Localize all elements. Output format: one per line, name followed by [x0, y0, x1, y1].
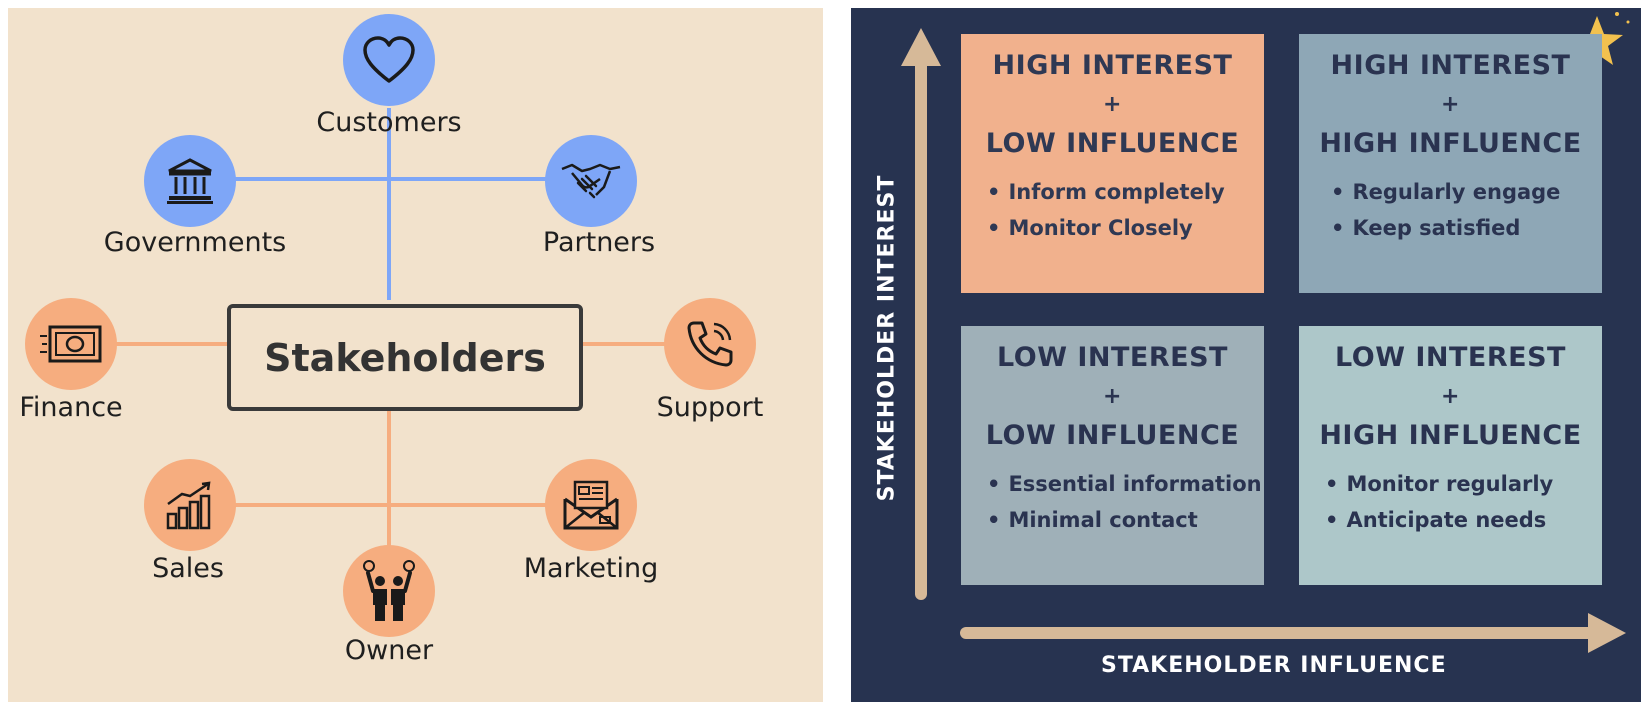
x-axis-arrowhead [1588, 613, 1626, 653]
quadrant-low-interest-high-influence: LOW INTEREST + HIGH INFLUENCE Monitor re… [1299, 326, 1602, 585]
quadrant-bullets: Regularly engage Keep satisfied [1299, 174, 1602, 246]
phone-icon [687, 321, 733, 367]
x-axis-label: STAKEHOLDER INFLUENCE [1101, 653, 1447, 678]
connector-lines [113, 108, 688, 554]
quadrant-plus: + [1441, 384, 1460, 409]
bullet-item: Monitor regularly [1325, 466, 1602, 502]
bullet-item: Monitor Closely [987, 210, 1264, 246]
finance-label: Finance [19, 392, 123, 423]
quadrant-low-interest-low-influence: LOW INTEREST + LOW INFLUENCE Essential i… [961, 326, 1264, 585]
bar-chart-icon [166, 481, 211, 530]
quadrant-plus: + [1441, 92, 1460, 117]
quadrant-title-line2: LOW INFLUENCE [985, 420, 1240, 451]
heart-icon [363, 36, 415, 83]
bullet-item: Keep satisfied [1331, 210, 1602, 246]
stakeholders-box: Stakeholders [227, 304, 583, 411]
owner-node [343, 545, 435, 637]
bullet-item: Essential information [987, 466, 1264, 502]
sales-label: Sales [152, 553, 224, 584]
partners-label: Partners [542, 227, 656, 258]
quadrant-title-line1: HIGH INTEREST [1330, 50, 1571, 81]
handshake-icon [561, 163, 621, 199]
quadrant-plus: + [1103, 92, 1122, 117]
stakeholder-matrix: STAKEHOLDER INTEREST STAKEHOLDER INFLUEN… [851, 8, 1641, 702]
bullet-item: Inform completely [987, 174, 1264, 210]
partners-node [545, 135, 637, 227]
quadrant-title-line1: HIGH INTEREST [992, 50, 1233, 81]
banknote-icon [40, 325, 102, 363]
quadrant-title-line2: HIGH INFLUENCE [1319, 128, 1582, 159]
customers-label: Customers [316, 107, 462, 138]
stakeholder-map: Stakeholders Customers Governments Partn… [8, 8, 823, 702]
quadrant-bullets: Essential information Minimal contact [961, 466, 1264, 538]
owner-label: Owner [344, 635, 434, 666]
bullet-item: Anticipate needs [1325, 502, 1602, 538]
customers-node [343, 14, 435, 106]
quadrant-title-line1: LOW INTEREST [997, 342, 1228, 373]
bank-icon [167, 158, 213, 204]
bullet-item: Minimal contact [987, 502, 1264, 538]
people-icon [363, 560, 415, 621]
sales-node [144, 459, 236, 551]
quadrant-high-interest-high-influence: HIGH INTEREST + HIGH INFLUENCE Regularly… [1299, 34, 1602, 293]
y-axis-arrowhead [901, 28, 941, 66]
quadrant-plus: + [1103, 384, 1122, 409]
y-axis-label: STAKEHOLDER INTEREST [874, 174, 900, 502]
quadrant-high-interest-low-influence: HIGH INTEREST + LOW INFLUENCE Inform com… [961, 34, 1264, 293]
support-label: Support [656, 392, 764, 423]
governments-label: Governments [103, 227, 287, 258]
quadrant-title-line1: LOW INTEREST [1335, 342, 1566, 373]
quadrant-title-line2: LOW INFLUENCE [985, 128, 1240, 159]
support-node [664, 298, 756, 390]
bullet-item: Regularly engage [1331, 174, 1602, 210]
quadrant-title-line2: HIGH INFLUENCE [1319, 420, 1582, 451]
quadrant-bullets: Monitor regularly Anticipate needs [1299, 466, 1602, 538]
finance-node [25, 298, 117, 390]
marketing-node [545, 459, 637, 551]
envelope-icon [563, 480, 619, 530]
governments-node [144, 135, 236, 227]
quadrant-bullets: Inform completely Monitor Closely [961, 174, 1264, 246]
marketing-label: Marketing [523, 553, 659, 584]
